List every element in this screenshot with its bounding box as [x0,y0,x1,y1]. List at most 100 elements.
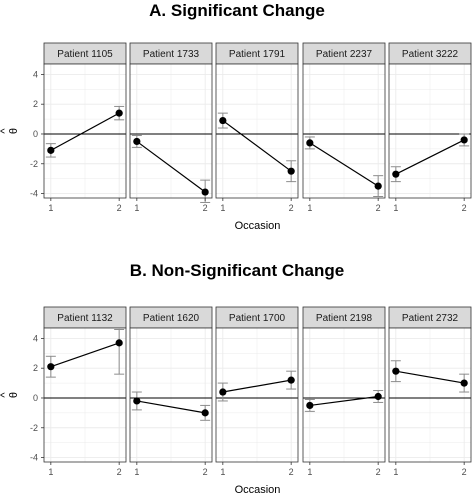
chart-title: A. Significant Change [149,1,325,20]
x-tick-label: 1 [307,467,312,477]
panel-strip-label: Patient 2237 [316,49,373,60]
y-tick-label: 0 [33,393,38,403]
data-point [374,392,382,401]
series-line [395,139,465,175]
data-point [133,397,141,405]
series-line [136,140,206,193]
panel-0: Patient 1132 1 2 [43,306,127,477]
x-tick-label: 2 [376,467,381,477]
x-axis-label: Occasion [235,484,281,496]
x-tick-label: 1 [48,467,53,477]
x-tick-label: 1 [48,203,53,213]
panel-strip-label: Patient 1791 [229,49,286,60]
panel-border [388,63,472,199]
series-line [50,342,120,368]
x-tick-label: 2 [289,467,294,477]
panel-strip-label: Patient 1700 [229,313,286,324]
y-axis-label-accent: ^ [0,392,11,398]
series-line [309,142,379,187]
x-tick-label: 1 [393,467,398,477]
series-line [136,400,206,414]
panel-strip-label: Patient 1105 [57,49,113,60]
y-tick-label: 4 [33,69,38,79]
x-axis-label: Occasion [235,220,281,232]
y-tick-label: -4 [30,453,38,463]
panel-4: Patient 2732 1 2 [388,306,472,477]
x-tick-label: 1 [134,467,139,477]
x-tick-label: 2 [462,467,467,477]
chart-section-1: B. Non-Significant Change -4 -2 0 2 4 θ^ Patien… [0,261,472,496]
data-point [219,116,227,125]
panel-border [215,327,299,463]
series-line [50,112,120,151]
data-point [392,170,400,178]
data-point [201,188,209,196]
chart-section-0: A. Significant Change -4 -2 0 2 4 θ^ Patient 11… [0,1,472,232]
data-point [287,167,295,175]
x-tick-label: 1 [220,203,225,213]
x-tick-label: 2 [462,203,467,213]
data-point [115,109,123,117]
panel-border [215,63,299,199]
data-point [115,339,123,347]
data-point [201,409,209,417]
series-line [222,120,292,172]
series-line [222,379,292,393]
data-point [133,137,141,146]
data-point [374,182,382,190]
panel-2: Patient 1791 1 2 [215,42,299,213]
y-axis-label-symbol: θ [8,392,20,398]
y-tick-label: 0 [33,129,38,139]
panel-border [388,327,472,463]
panel-3: Patient 2237 1 2 [302,42,386,213]
panel-border [129,63,213,199]
panel-border [43,327,127,463]
y-tick-label: -2 [30,159,38,169]
panel-4: Patient 3222 1 2 [388,42,472,213]
x-tick-label: 2 [203,467,208,477]
panel-border [302,63,386,199]
x-tick-label: 1 [134,203,139,213]
panel-2: Patient 1700 1 2 [215,306,299,477]
x-tick-label: 1 [220,467,225,477]
data-point [460,136,468,144]
panel-strip-label: Patient 2198 [316,313,373,324]
panel-strip-label: Patient 1132 [57,313,113,324]
data-point [287,376,295,384]
x-tick-label: 2 [289,203,294,213]
y-tick-label: 2 [33,363,38,373]
data-point [47,363,55,371]
data-point [306,139,314,147]
chart-title: B. Non-Significant Change [130,261,344,280]
x-tick-label: 2 [203,203,208,213]
panel-strip-label: Patient 3222 [402,49,459,60]
panel-strip-label: Patient 2732 [402,313,459,324]
data-point [460,379,468,387]
x-tick-label: 2 [117,203,122,213]
y-tick-label: -4 [30,189,38,199]
y-axis-label-accent: ^ [0,128,11,134]
panel-1: Patient 1620 1 2 [129,306,213,477]
y-tick-label: 4 [33,333,38,343]
y-axis-label-symbol: θ [8,128,20,134]
panel-border [129,327,213,463]
panel-strip-label: Patient 1620 [143,313,200,324]
panel-border [43,63,127,199]
x-tick-label: 2 [376,203,381,213]
data-point [306,401,314,410]
series-line [395,370,465,384]
panel-strip-label: Patient 1733 [143,49,200,60]
panel-3: Patient 2198 1 2 [302,306,386,477]
x-tick-label: 1 [307,203,312,213]
panel-border [302,327,386,463]
y-axis-label: θ^ [0,128,20,134]
data-point [219,388,227,396]
panel-0: Patient 1105 1 2 [43,42,127,213]
x-tick-label: 2 [117,467,122,477]
x-tick-label: 1 [393,203,398,213]
data-point [47,146,55,154]
y-tick-label: -2 [30,423,38,433]
panel-1: Patient 1733 1 2 [129,42,213,213]
data-point [392,367,400,375]
